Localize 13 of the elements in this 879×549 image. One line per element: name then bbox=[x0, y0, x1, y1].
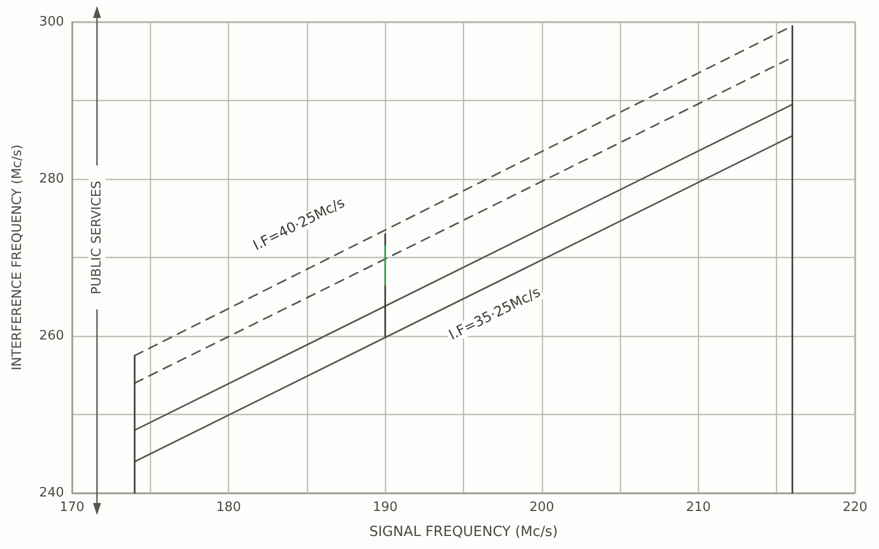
x-tick-label: 210 bbox=[686, 500, 711, 515]
y-tick-label: 300 bbox=[39, 14, 64, 30]
x-tick-label: 190 bbox=[372, 500, 398, 515]
y-tick-label: 260 bbox=[39, 328, 64, 344]
x-tick-label: 170 bbox=[60, 500, 84, 515]
y-tick-label: 240 bbox=[39, 486, 64, 500]
x-tick-label: 220 bbox=[842, 500, 868, 515]
y-axis-title: INTERFERENCE FREQUENCY (Mc/s) bbox=[10, 144, 25, 370]
x-axis-title: SIGNAL FREQUENCY (Mc/s) bbox=[369, 524, 558, 540]
annotation: PUBLIC SERVICES bbox=[90, 180, 104, 294]
x-tick-label: 180 bbox=[216, 500, 242, 515]
y-tick-label: 280 bbox=[39, 172, 64, 186]
x-tick-label: 200 bbox=[529, 500, 554, 515]
